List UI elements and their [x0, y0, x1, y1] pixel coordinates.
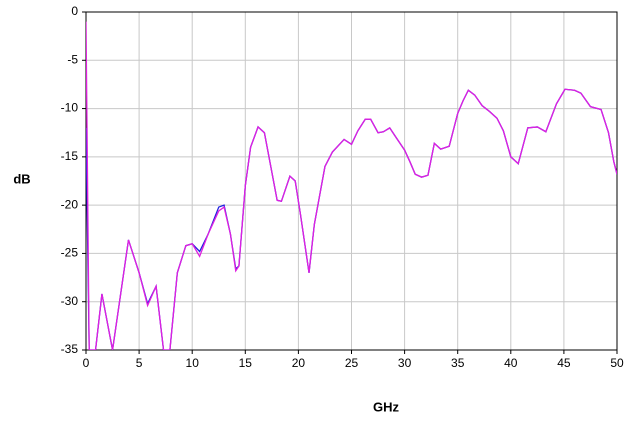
x-tick-label: 30: [398, 356, 412, 370]
y-tick-label: -20: [61, 197, 79, 211]
x-tick-label: 45: [557, 356, 571, 370]
y-tick-label: -10: [61, 101, 79, 115]
x-tick-label: 20: [292, 356, 306, 370]
x-tick-label: 15: [239, 356, 253, 370]
y-tick-label: -5: [67, 52, 78, 66]
y-tick-label: -35: [61, 342, 79, 356]
x-tick-label: 25: [345, 356, 359, 370]
x-tick-label: 35: [451, 356, 465, 370]
x-tick-label: 10: [186, 356, 200, 370]
y-tick-label: -15: [61, 149, 79, 163]
plot-frame: [85, 11, 618, 351]
y-axis-label: dB: [13, 171, 30, 186]
y-tick-label: 0: [71, 4, 78, 18]
x-tick-label: 0: [83, 356, 90, 370]
y-tick-label: -25: [61, 246, 79, 260]
x-tick-label: 40: [504, 356, 518, 370]
x-tick-label: 5: [136, 356, 143, 370]
y-tick-label: -30: [61, 294, 79, 308]
x-axis-label: GHz: [373, 399, 400, 414]
x-tick-label: 50: [610, 356, 624, 370]
series-line: [86, 21, 617, 350]
